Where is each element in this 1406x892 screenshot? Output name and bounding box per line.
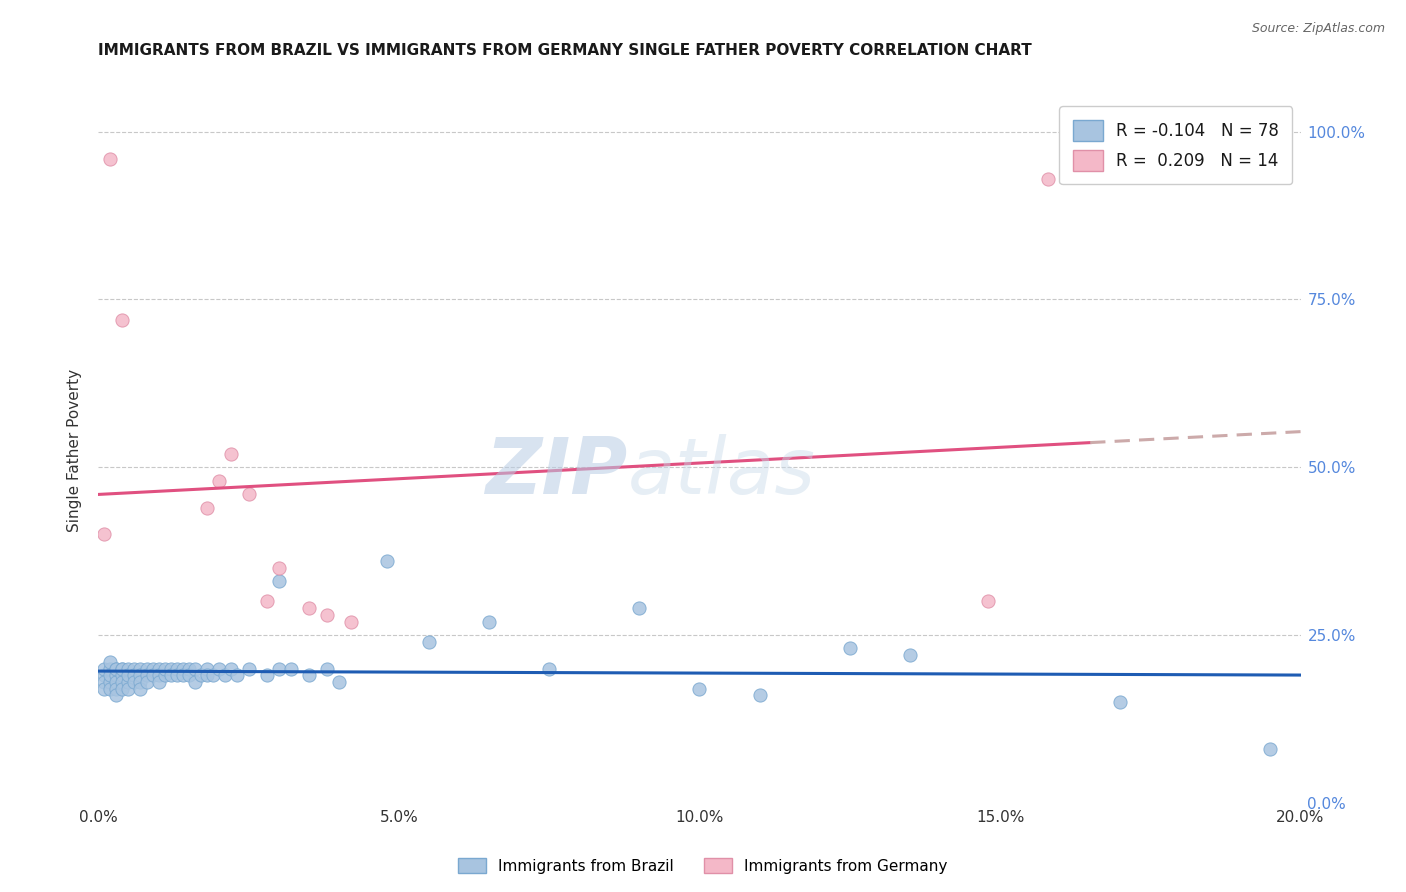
- Point: [689, 681, 711, 696]
- Point: [267, 574, 290, 589]
- Point: [148, 668, 170, 682]
- Point: [238, 662, 260, 676]
- Point: [117, 675, 139, 690]
- Point: [105, 675, 128, 690]
- Point: [256, 594, 278, 608]
- Point: [93, 675, 115, 690]
- Point: [225, 668, 247, 682]
- Point: [135, 675, 157, 690]
- Point: [183, 675, 205, 690]
- Point: [214, 668, 236, 682]
- Point: [315, 662, 337, 676]
- Point: [177, 668, 200, 682]
- Point: [105, 689, 128, 703]
- Point: [190, 668, 212, 682]
- Point: [124, 675, 146, 690]
- Point: [111, 681, 134, 696]
- Point: [166, 668, 188, 682]
- Point: [219, 662, 242, 676]
- Point: [628, 601, 651, 615]
- Point: [315, 607, 337, 622]
- Point: [148, 675, 170, 690]
- Point: [105, 681, 128, 696]
- Point: [159, 662, 181, 676]
- Point: [111, 312, 134, 326]
- Point: [478, 615, 501, 629]
- Point: [159, 668, 181, 682]
- Point: [418, 634, 440, 648]
- Point: [195, 500, 218, 515]
- Point: [129, 668, 152, 682]
- Point: [93, 527, 115, 541]
- Point: [100, 668, 122, 682]
- Point: [208, 474, 231, 488]
- Point: [141, 668, 163, 682]
- Point: [298, 601, 321, 615]
- Point: [177, 662, 200, 676]
- Point: [111, 675, 134, 690]
- Point: [172, 668, 194, 682]
- Y-axis label: Single Father Poverty: Single Father Poverty: [67, 369, 83, 532]
- Point: [117, 668, 139, 682]
- Text: IMMIGRANTS FROM BRAZIL VS IMMIGRANTS FROM GERMANY SINGLE FATHER POVERTY CORRELAT: IMMIGRANTS FROM BRAZIL VS IMMIGRANTS FRO…: [98, 43, 1032, 58]
- Point: [148, 662, 170, 676]
- Point: [201, 668, 224, 682]
- Point: [748, 689, 770, 703]
- Point: [111, 668, 134, 682]
- Point: [328, 675, 350, 690]
- Point: [1109, 695, 1132, 709]
- Point: [111, 662, 134, 676]
- Point: [93, 681, 115, 696]
- Point: [183, 662, 205, 676]
- Point: [153, 662, 176, 676]
- Point: [117, 662, 139, 676]
- Point: [100, 681, 122, 696]
- Point: [267, 561, 290, 575]
- Point: [219, 447, 242, 461]
- Point: [135, 662, 157, 676]
- Text: atlas: atlas: [627, 434, 815, 509]
- Point: [195, 668, 218, 682]
- Point: [172, 662, 194, 676]
- Point: [208, 662, 231, 676]
- Point: [93, 662, 115, 676]
- Point: [100, 675, 122, 690]
- Point: [898, 648, 921, 662]
- Point: [135, 668, 157, 682]
- Text: ZIP: ZIP: [485, 434, 627, 509]
- Point: [340, 615, 363, 629]
- Point: [117, 681, 139, 696]
- Point: [100, 655, 122, 669]
- Point: [105, 668, 128, 682]
- Point: [124, 668, 146, 682]
- Point: [977, 594, 1000, 608]
- Point: [267, 662, 290, 676]
- Point: [538, 662, 561, 676]
- Point: [298, 668, 321, 682]
- Point: [1036, 171, 1059, 186]
- Legend: R = -0.104   N = 78, R =  0.209   N = 14: R = -0.104 N = 78, R = 0.209 N = 14: [1059, 106, 1292, 185]
- Point: [129, 662, 152, 676]
- Point: [280, 662, 302, 676]
- Point: [166, 662, 188, 676]
- Point: [105, 662, 128, 676]
- Point: [100, 152, 122, 166]
- Point: [111, 662, 134, 676]
- Point: [238, 487, 260, 501]
- Point: [1260, 742, 1282, 756]
- Point: [375, 554, 398, 568]
- Point: [838, 641, 860, 656]
- Point: [124, 662, 146, 676]
- Point: [105, 662, 128, 676]
- Point: [129, 675, 152, 690]
- Point: [129, 681, 152, 696]
- Point: [153, 668, 176, 682]
- Text: Source: ZipAtlas.com: Source: ZipAtlas.com: [1251, 22, 1385, 36]
- Point: [100, 662, 122, 676]
- Point: [93, 668, 115, 682]
- Point: [256, 668, 278, 682]
- Point: [195, 662, 218, 676]
- Point: [141, 662, 163, 676]
- Legend: Immigrants from Brazil, Immigrants from Germany: Immigrants from Brazil, Immigrants from …: [453, 852, 953, 880]
